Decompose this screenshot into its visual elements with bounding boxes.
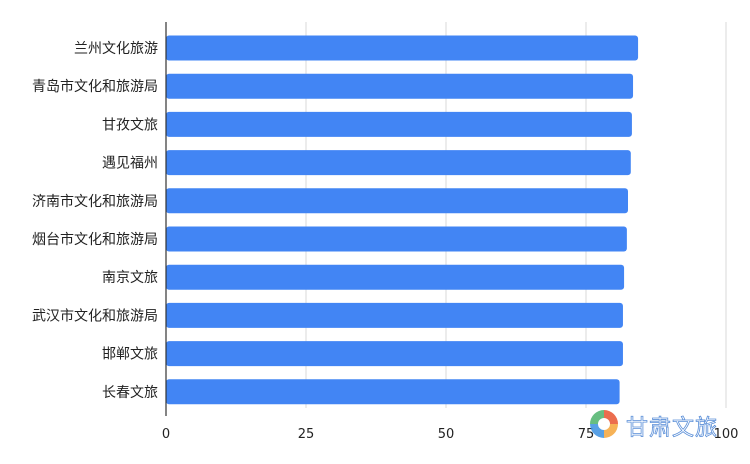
x-tick-label: 75 bbox=[578, 427, 595, 442]
x-tick-labels: 0 25 50 75 100 bbox=[162, 427, 739, 442]
bar bbox=[166, 188, 628, 214]
x-tick-label: 0 bbox=[162, 427, 170, 442]
bar bbox=[166, 379, 620, 405]
category-label: 青岛市文化和旅游局 bbox=[32, 78, 158, 95]
bar bbox=[166, 341, 623, 367]
category-label: 兰州文化旅游 bbox=[74, 41, 158, 57]
x-tick-label: 50 bbox=[438, 427, 455, 442]
category-label: 长春文旅 bbox=[102, 385, 158, 401]
bar bbox=[166, 150, 631, 176]
bar bbox=[166, 264, 625, 290]
gansu-tourism-logo-icon bbox=[590, 410, 618, 438]
watermark-text: 甘肃文旅 bbox=[626, 416, 719, 442]
category-label: 武汉市文化和旅游局 bbox=[32, 307, 158, 324]
x-tick-label: 100 bbox=[714, 427, 739, 442]
watermark: 甘肃文旅 bbox=[586, 404, 746, 444]
category-label: 南京文旅 bbox=[102, 270, 158, 286]
bar bbox=[166, 226, 627, 252]
category-label: 济南市文化和旅游局 bbox=[32, 193, 158, 210]
category-labels: 兰州文化旅游青岛市文化和旅游局甘孜文旅遇见福州济南市文化和旅游局烟台市文化和旅游… bbox=[32, 41, 158, 401]
category-label: 甘孜文旅 bbox=[102, 117, 158, 133]
x-tick-label: 25 bbox=[298, 427, 315, 442]
category-label: 邯郸文旅 bbox=[102, 347, 158, 363]
bars bbox=[166, 35, 639, 405]
bar bbox=[166, 302, 623, 328]
bar bbox=[166, 111, 632, 137]
bar bbox=[166, 73, 634, 99]
bar bbox=[166, 35, 639, 61]
category-label: 烟台市文化和旅游局 bbox=[32, 231, 158, 248]
category-label: 遇见福州 bbox=[102, 156, 158, 172]
